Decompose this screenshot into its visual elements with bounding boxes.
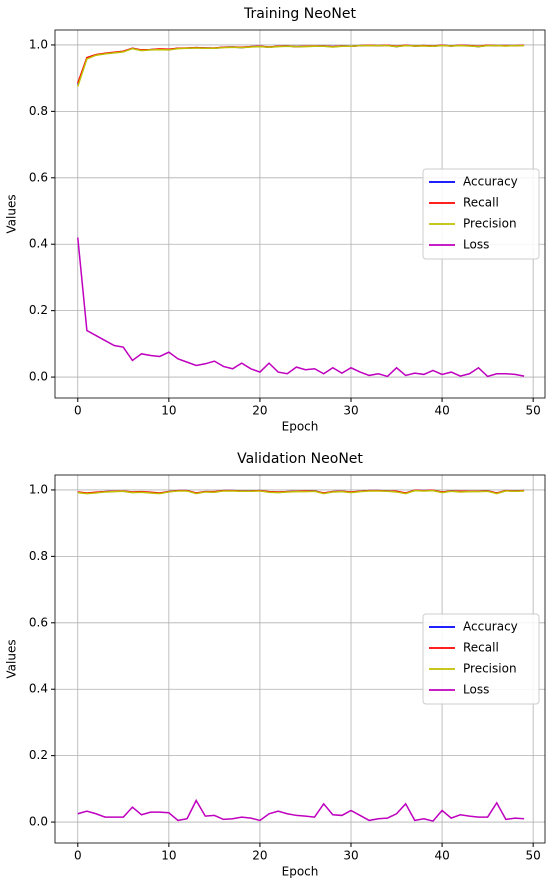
x-tick-label: 0 — [74, 849, 82, 863]
chart-title: Training NeoNet — [243, 6, 356, 22]
y-tick-label: 0.2 — [29, 748, 48, 762]
y-tick-label: 0.4 — [29, 682, 48, 696]
y-tick-label: 0.0 — [29, 815, 48, 829]
y-axis-label: Values — [5, 639, 19, 678]
legend-label: Loss — [463, 238, 489, 252]
series-line — [77, 489, 525, 495]
x-tick-label: 0 — [74, 404, 82, 418]
legend-label: Accuracy — [463, 175, 518, 189]
series-line — [77, 237, 525, 378]
x-tick-label: 50 — [526, 404, 541, 418]
chart-title: Validation NeoNet — [237, 451, 363, 467]
legend-box — [422, 613, 540, 705]
legend-label: Loss — [463, 683, 489, 697]
series-line — [77, 44, 525, 86]
x-tick-label: 30 — [343, 404, 358, 418]
x-tick-label: 20 — [252, 404, 267, 418]
plot-frame — [54, 474, 546, 844]
legend-label: Accuracy — [463, 620, 518, 634]
series-line — [77, 798, 525, 822]
y-tick-label: 0.8 — [29, 549, 48, 563]
x-axis-label: Epoch — [282, 865, 319, 879]
y-axis-label: Values — [5, 194, 19, 233]
y-tick-label: 0.8 — [29, 104, 48, 118]
y-tick-label: 0.6 — [29, 615, 48, 629]
x-tick-label: 20 — [252, 849, 267, 863]
y-tick-label: 0.6 — [29, 170, 48, 184]
legend-label: Precision — [463, 217, 517, 231]
y-tick-label: 0.2 — [29, 303, 48, 317]
x-tick-label: 40 — [434, 404, 449, 418]
y-tick-label: 0.4 — [29, 237, 48, 251]
legend-label: Precision — [463, 662, 517, 676]
x-tick-label: 30 — [343, 849, 358, 863]
y-tick-label: 1.0 — [29, 37, 48, 51]
x-tick-label: 10 — [161, 404, 176, 418]
x-tick-label: 10 — [161, 849, 176, 863]
x-axis-label: Epoch — [282, 420, 319, 434]
legend-label: Recall — [463, 641, 499, 655]
series-line — [77, 44, 525, 87]
x-tick-label: 40 — [434, 849, 449, 863]
y-tick-label: 1.0 — [29, 482, 48, 496]
x-tick-label: 50 — [526, 849, 541, 863]
y-tick-label: 0.0 — [29, 370, 48, 384]
legend-box — [422, 168, 540, 260]
plot-frame — [54, 29, 546, 399]
legend-label: Recall — [463, 196, 499, 210]
